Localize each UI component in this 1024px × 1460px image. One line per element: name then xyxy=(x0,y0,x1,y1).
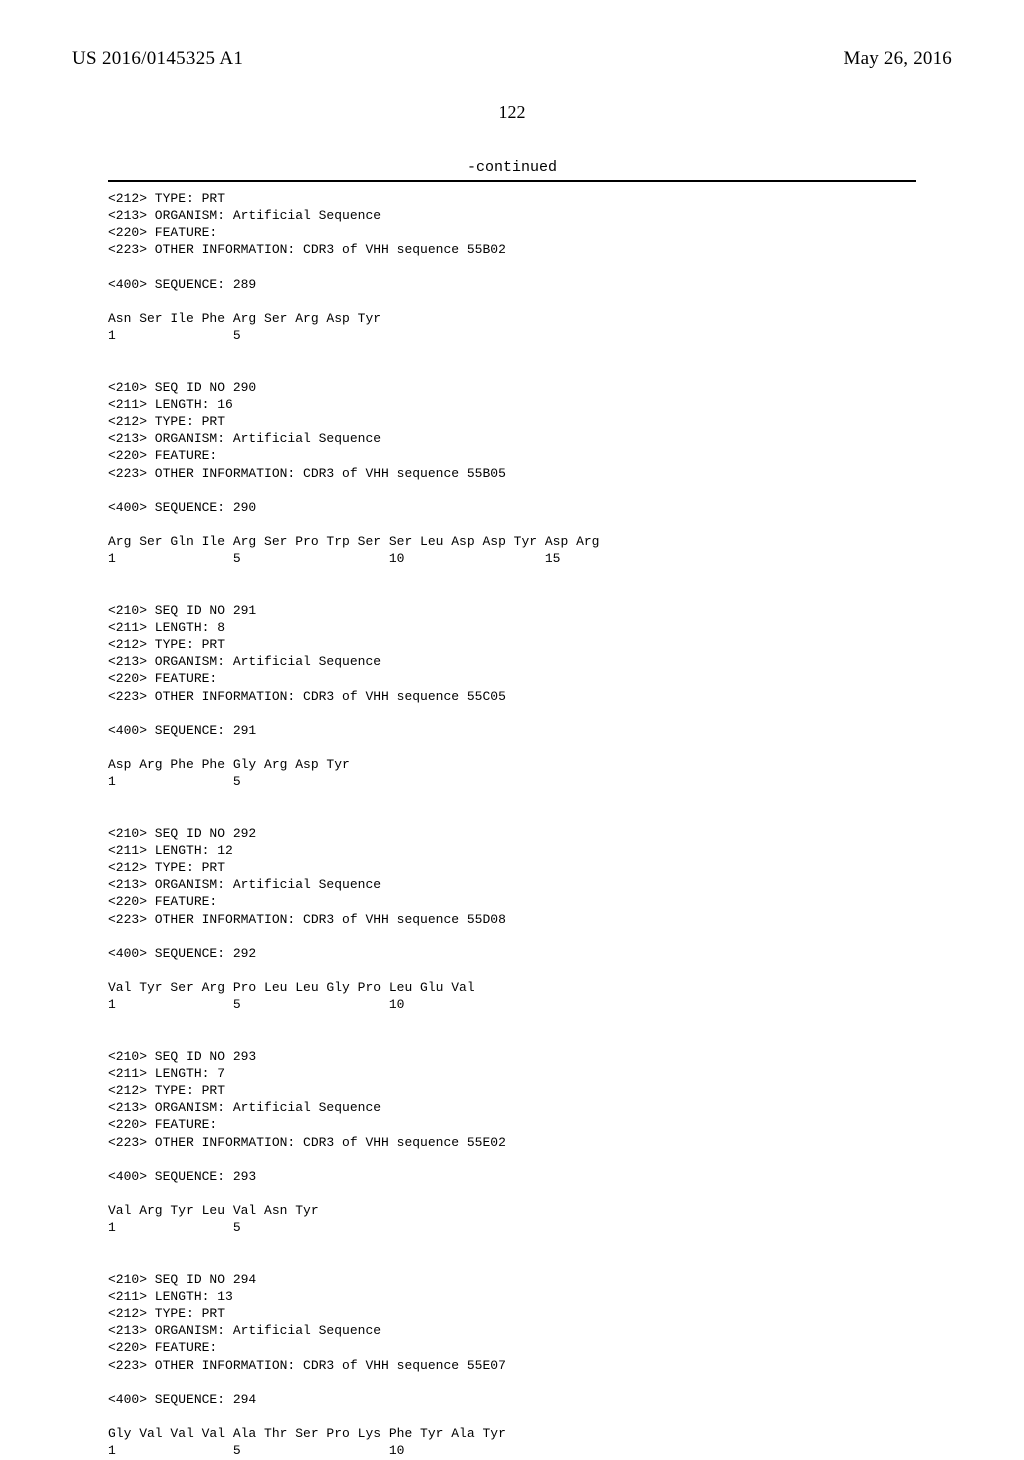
page-header: US 2016/0145325 A1 May 26, 2016 xyxy=(0,0,1024,70)
sequence-listing: <212> TYPE: PRT <213> ORGANISM: Artifici… xyxy=(108,190,1024,1460)
top-rule xyxy=(108,180,916,182)
publication-number: US 2016/0145325 A1 xyxy=(72,48,243,70)
publication-date: May 26, 2016 xyxy=(844,48,952,70)
page-number: 122 xyxy=(0,102,1024,123)
continued-label: -continued xyxy=(0,159,1024,176)
